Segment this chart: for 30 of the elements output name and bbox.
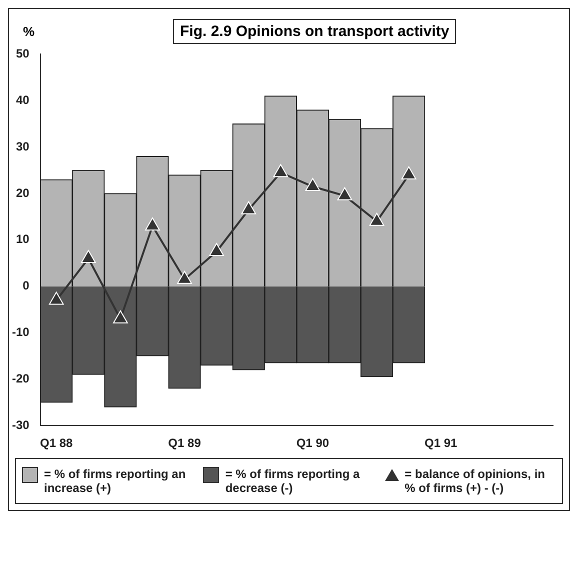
legend-label: = % of firms reporting an increase (+) xyxy=(44,467,187,495)
y-tick-label: 50 xyxy=(16,46,30,61)
point xyxy=(209,243,224,256)
x-tick-label: Q1 90 xyxy=(296,436,330,450)
point xyxy=(401,166,416,180)
legend-label: = % of firms reporting a decrease (-) xyxy=(225,467,361,495)
y-tick-label: -20 xyxy=(12,371,30,386)
y-tick-label: 0 xyxy=(22,278,30,293)
y-tick-label: 10 xyxy=(16,232,30,246)
chart-title: Fig. 2.9 Opinions on transport activity xyxy=(173,19,456,44)
point xyxy=(241,201,256,214)
y-tick-label: 20 xyxy=(16,186,30,200)
point xyxy=(113,310,128,324)
point xyxy=(48,292,64,305)
point xyxy=(337,187,352,200)
point xyxy=(305,178,320,192)
point xyxy=(177,270,192,284)
point xyxy=(80,250,96,263)
y-tick-label: -30 xyxy=(12,418,30,432)
point xyxy=(145,217,160,230)
y-tick-label: 30 xyxy=(16,139,30,154)
x-tick-label: Q1 89 xyxy=(168,436,202,450)
x-tick-label: Q1 91 xyxy=(424,436,458,450)
y-tick-label: -10 xyxy=(12,325,30,340)
x-tick-label: Q1 88 xyxy=(40,436,74,450)
point xyxy=(369,212,384,226)
legend-label: = balance of opinions, in % of firms (+) - (-) xyxy=(404,467,546,495)
point xyxy=(273,164,288,178)
y-axis-title: % xyxy=(23,24,36,39)
y-tick-label: 40 xyxy=(16,92,30,107)
